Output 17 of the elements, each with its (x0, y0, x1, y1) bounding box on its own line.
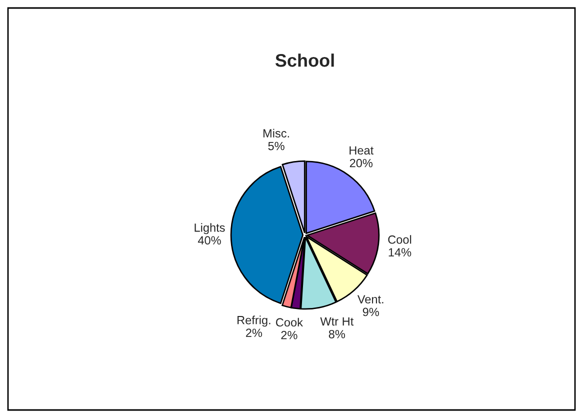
data-label: 9% (362, 308, 379, 316)
slice-label: Cook (276, 318, 303, 327)
slice-label: Lights (194, 223, 225, 234)
slice-label: Misc. (263, 128, 289, 138)
slice-label: Heat (350, 146, 374, 155)
slice-label: Refrig. (238, 316, 270, 327)
data-label: 14% (388, 248, 412, 256)
slice-label: Vent. (357, 295, 384, 304)
data-label: 40% (198, 236, 221, 245)
slice-label: Cool (388, 235, 412, 244)
data-label: 2% (246, 328, 262, 337)
data-label: 20% (350, 158, 373, 168)
data-label: 5% (268, 142, 284, 150)
data-label: 8% (328, 330, 346, 338)
data-label: 2% (281, 330, 298, 340)
chart-title: School (275, 54, 334, 67)
slice-label: Wtr Ht (320, 317, 354, 326)
